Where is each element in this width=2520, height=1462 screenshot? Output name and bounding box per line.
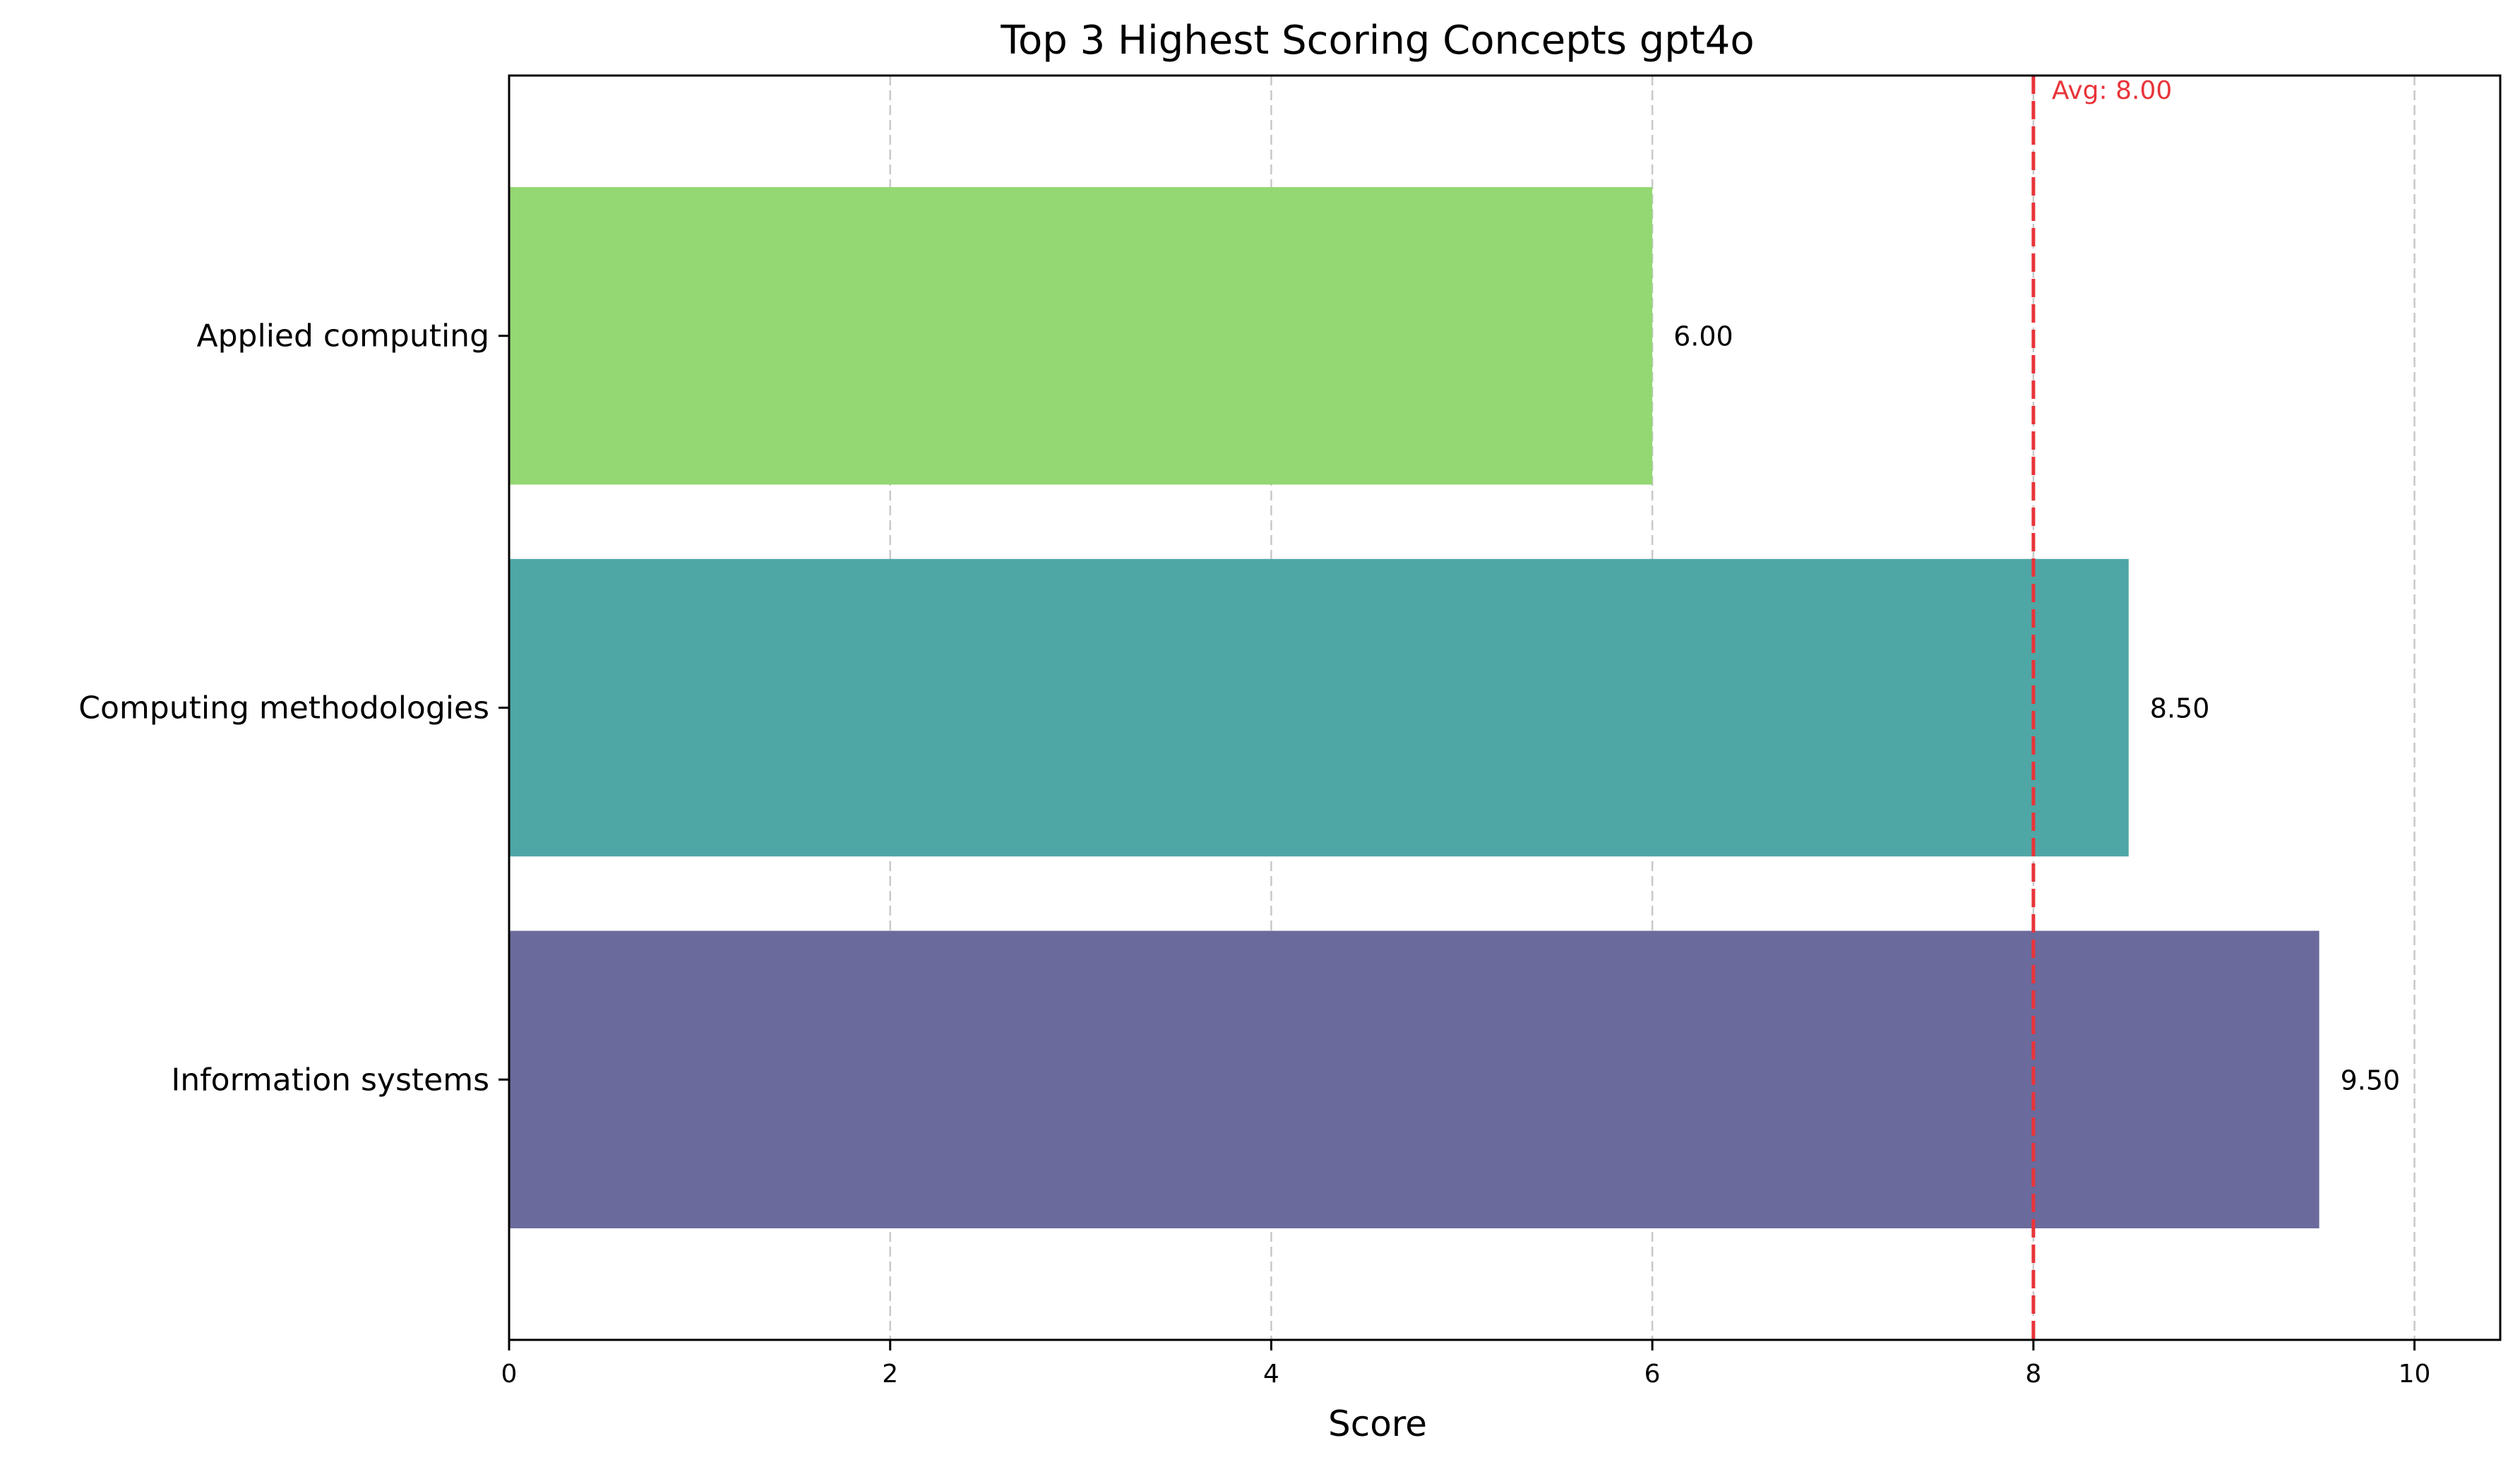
bar-value-label: 8.50	[2150, 693, 2210, 724]
x-tick-label: 2	[882, 1360, 898, 1389]
x-tick-label: 0	[501, 1360, 518, 1389]
bars	[509, 187, 2319, 1228]
x-tick-label: 6	[1644, 1360, 1661, 1389]
x-tick-label: 10	[2399, 1360, 2431, 1389]
x-axis-ticks: 0 2 4 6 8 10	[501, 1340, 2431, 1389]
average-label: Avg: 8.00	[2052, 76, 2172, 105]
x-axis-label: Score	[1328, 1403, 1427, 1444]
x-tick-label: 4	[1263, 1360, 1279, 1389]
x-tick-label: 8	[2025, 1360, 2041, 1389]
y-axis-ticks: Applied computing Computing methodologies…	[78, 318, 509, 1098]
bar	[509, 558, 2129, 857]
bar-value-label: 6.00	[1673, 321, 1733, 352]
average-line-group: Avg: 8.00	[2031, 76, 2172, 1340]
y-tick-label: Computing methodologies	[78, 690, 489, 726]
value-labels: 6.00 8.50 9.50	[1673, 321, 2400, 1096]
bar	[509, 187, 1653, 485]
chart-title: Top 3 Highest Scoring Concepts gpt4o	[1000, 18, 1754, 64]
bar	[509, 930, 2319, 1228]
y-tick-label: Information systems	[171, 1062, 489, 1098]
y-tick-label: Applied computing	[197, 318, 489, 354]
bar-value-label: 9.50	[2341, 1065, 2401, 1096]
